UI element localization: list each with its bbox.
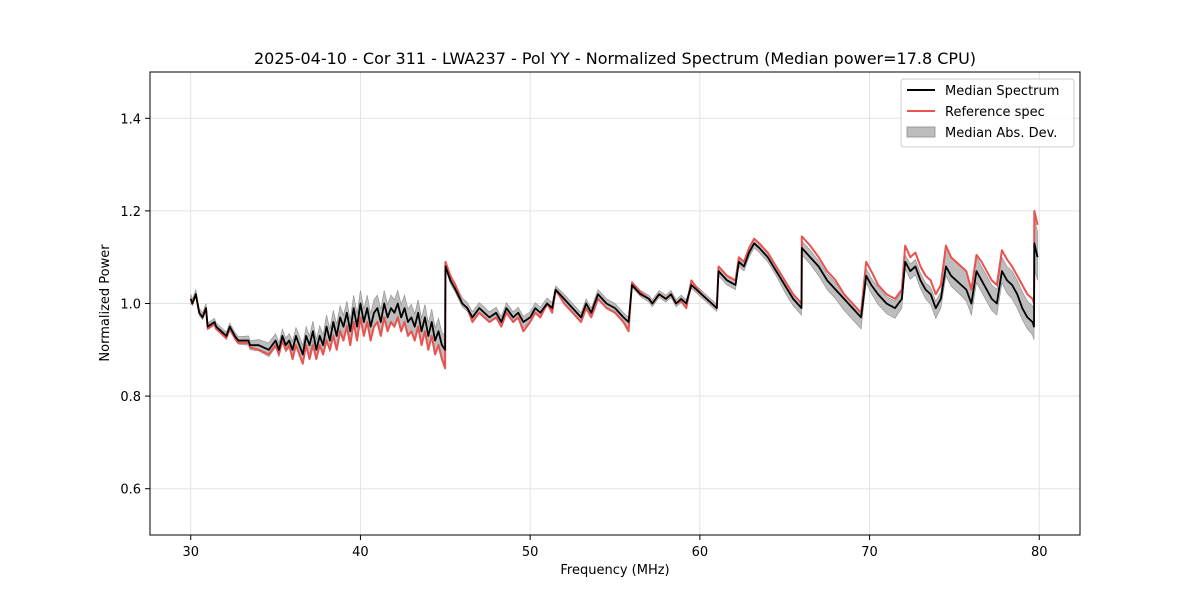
y-tick-label: 1.2 bbox=[120, 205, 141, 220]
legend-box bbox=[900, 78, 1075, 148]
y-tick-label: 0.8 bbox=[120, 390, 141, 405]
legend-median-label: Median Spectrum bbox=[945, 84, 1059, 99]
reference-spectrum-line bbox=[190, 209, 1039, 370]
y-tick-label: 0.6 bbox=[120, 483, 141, 498]
y-axis-ticks: 0.6 0.8 1.0 1.2 1.4 bbox=[120, 112, 150, 498]
legend-reference-label: Reference spec bbox=[945, 105, 1045, 120]
median-spectrum-line bbox=[189, 242, 1039, 356]
legend-mad-label: Median Abs. Dev. bbox=[945, 126, 1057, 141]
legend: Median Spectrum Reference spec Median Ab… bbox=[900, 78, 1075, 148]
x-tick-label: 50 bbox=[522, 545, 539, 560]
x-axis-ticks: 30 40 50 60 70 80 bbox=[182, 535, 1048, 560]
plot-area bbox=[189, 209, 1039, 370]
x-tick-label: 40 bbox=[352, 545, 369, 560]
y-tick-label: 1.0 bbox=[120, 298, 141, 313]
y-axis-label: Normalized Power bbox=[98, 244, 113, 362]
x-tick-label: 80 bbox=[1031, 545, 1048, 560]
x-tick-label: 60 bbox=[692, 545, 709, 560]
x-tick-label: 30 bbox=[182, 545, 199, 560]
y-tick-label: 1.4 bbox=[120, 112, 141, 127]
chart-title: 2025-04-10 - Cor 311 - LWA237 - Pol YY -… bbox=[254, 49, 976, 68]
x-axis-label: Frequency (MHz) bbox=[560, 563, 669, 578]
legend-mad-swatch bbox=[906, 126, 936, 138]
x-tick-label: 70 bbox=[861, 545, 878, 560]
